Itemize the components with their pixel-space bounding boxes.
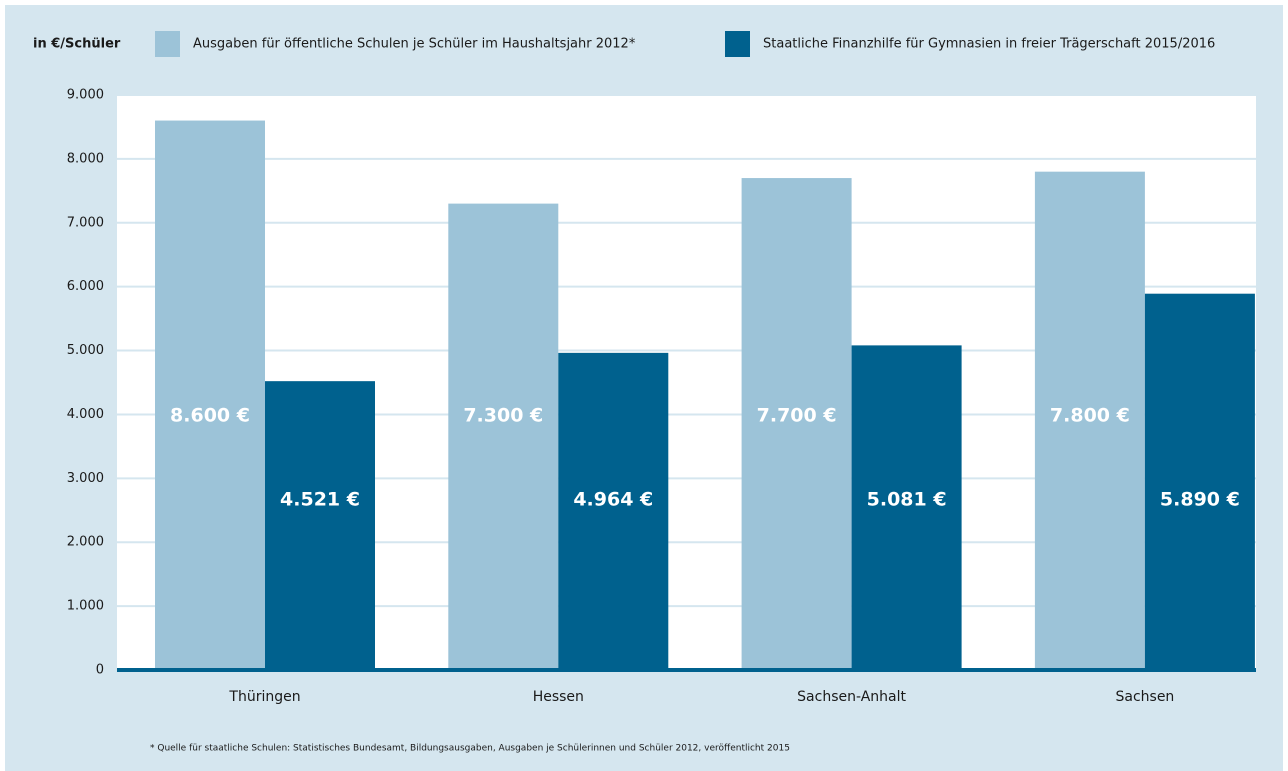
bar [741,178,852,671]
x-tick-label: Hessen [533,689,584,705]
y-tick-label: 8.000 [67,151,104,166]
value-label: 7.700 € [757,405,837,427]
y-tick-label: 4.000 [67,407,104,422]
bar [265,381,375,670]
y-tick-label: 9.000 [67,88,104,103]
y-tick-label: 7.000 [67,215,104,230]
value-label: 5.890 € [1160,489,1240,511]
value-label: 5.081 € [867,489,947,511]
x-tick-label: Sachsen-Anhalt [797,689,906,705]
y-tick-label: 5.000 [67,343,104,358]
value-label: 7.300 € [463,405,543,427]
legend-swatch [725,31,750,57]
bar [558,352,669,670]
bar [851,345,962,670]
y-tick-label: 6.000 [67,279,104,294]
value-label: 8.600 € [170,405,250,427]
legend-label: Ausgaben für öffentliche Schulen je Schü… [193,37,636,52]
bar [1144,293,1255,670]
y-tick-label: 2.000 [67,535,104,550]
value-label: 4.521 € [280,489,360,511]
value-label: 4.964 € [573,489,653,511]
x-tick-label: Thüringen [228,689,300,705]
y-tick-label: 1.000 [67,599,104,614]
legend-label: Staatliche Finanzhilfe für Gymnasien in … [763,37,1215,52]
footnote: * Quelle für staatliche Schulen: Statist… [150,744,790,754]
y-tick-label: 0 [96,663,104,678]
legend-swatch [155,31,180,57]
y-axis-label: in €/Schüler [33,37,121,52]
y-tick-label: 3.000 [67,471,104,486]
value-label: 7.800 € [1050,405,1130,427]
bar [1034,171,1145,670]
bar [155,120,265,671]
bar [448,203,559,670]
x-tick-label: Sachsen [1115,689,1174,705]
